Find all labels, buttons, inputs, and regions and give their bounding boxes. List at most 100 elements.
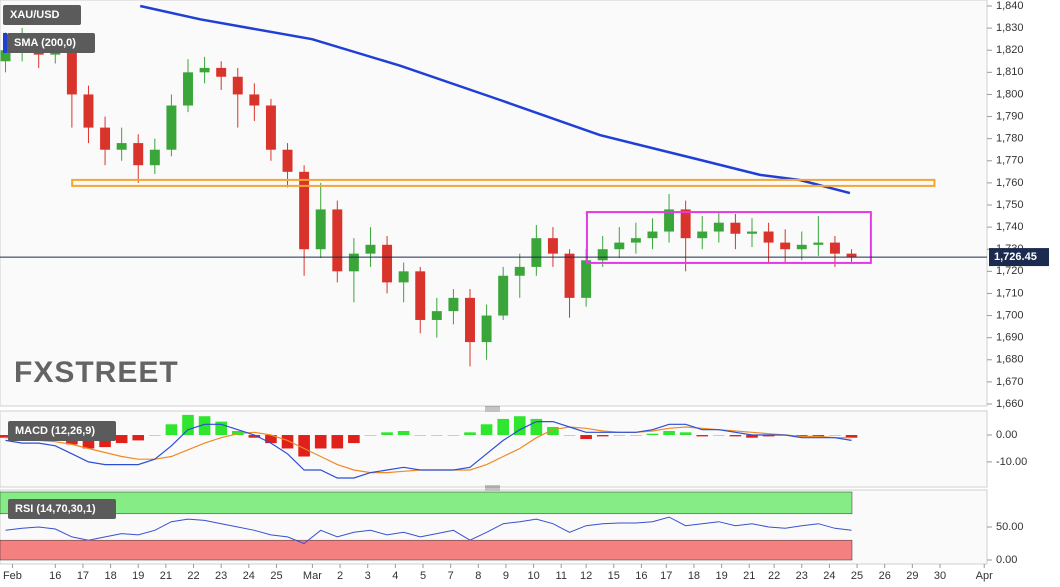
candle-body: [299, 171, 310, 250]
rsi-label-box: [8, 499, 116, 519]
macd-histogram-bar: [331, 435, 344, 449]
macd-histogram-bar: [248, 435, 261, 438]
candle-body: [315, 209, 326, 250]
resize-handles[interactable]: [485, 406, 500, 491]
candle-body: [531, 238, 542, 267]
macd-histogram-bar: [646, 433, 659, 436]
candle-body: [514, 266, 525, 276]
candle-body: [83, 94, 94, 128]
sma-label: SMA (200,0): [14, 37, 76, 49]
y-tick-label: 1,660: [996, 398, 1024, 410]
macd-histogram-bar: [231, 431, 244, 436]
candle-body: [348, 253, 359, 272]
y-tick-label: 0.00: [996, 554, 1017, 566]
macd-histogram-bar: [713, 435, 725, 436]
candle-body: [780, 242, 791, 250]
x-tick-label: 10: [527, 570, 539, 582]
candle-body: [747, 231, 757, 234]
y-tick-label: 50.00: [996, 521, 1024, 533]
candle-body: [183, 72, 193, 106]
macd-histogram-bar: [513, 416, 526, 436]
x-tick-label: 22: [187, 570, 199, 582]
x-tick-label: 24: [243, 570, 255, 582]
range-box: [585, 211, 872, 264]
y-tick-label: 1,820: [996, 44, 1024, 56]
macd-histogram-bar: [829, 435, 841, 436]
macd-histogram-bar: [265, 435, 277, 444]
x-tick-label: 25: [270, 570, 282, 582]
candle-body: [265, 105, 276, 150]
x-tick-label: Mar: [303, 570, 322, 582]
x-tick-label: 25: [851, 570, 863, 582]
macd-histogram-bar: [746, 435, 758, 438]
x-tick-label: 23: [215, 570, 227, 582]
macd-histogram-bar: [613, 435, 626, 436]
symbol-label-box: [3, 5, 81, 25]
macd-histogram-bar: [845, 435, 858, 438]
candle-body: [0, 50, 11, 62]
x-tick-label: 4: [392, 570, 398, 582]
x-tick-label: 16: [49, 570, 61, 582]
x-tick-label: 17: [660, 570, 672, 582]
x-tick-label: 11: [556, 570, 567, 582]
resistance-line: [71, 178, 936, 187]
macd-histogram-bar: [696, 435, 709, 437]
macd-histogram-bar: [580, 435, 592, 440]
y-tick-label: 1,700: [996, 309, 1024, 321]
macd-histogram-bar: [729, 435, 742, 437]
watermark: FXSTREET: [14, 356, 179, 389]
macd-histogram-bar: [82, 435, 95, 449]
candle-body: [382, 244, 393, 283]
x-tick-label: 18: [688, 570, 700, 582]
x-tick-label: Apr: [976, 570, 993, 582]
macd-histogram-bar: [165, 424, 178, 436]
macd-histogram-bar: [99, 435, 111, 448]
price-panel: [0, 0, 988, 407]
macd-histogram-bar: [348, 435, 360, 444]
y-tick-label: 1,750: [996, 199, 1024, 211]
candle-body: [282, 149, 293, 172]
macd-histogram-bar: [497, 418, 509, 436]
macd-histogram-bar: [132, 435, 145, 441]
candle-body: [116, 143, 127, 150]
x-tick-label: 12: [580, 570, 592, 582]
x-tick-label: 29: [906, 570, 918, 582]
y-tick-label: 1,780: [996, 133, 1024, 145]
rsi-line: [5, 516, 852, 545]
macd-histogram-bar: [812, 435, 825, 437]
y-tick-label: -10.00: [996, 456, 1027, 468]
candle-body: [232, 76, 243, 95]
candle-body: [133, 143, 144, 166]
y-tick-label: 1,740: [996, 221, 1024, 233]
candle-body: [149, 149, 160, 166]
macd-histogram-bar: [630, 435, 642, 436]
macd-histogram-bar: [480, 424, 493, 436]
macd-histogram-bar: [298, 435, 310, 457]
x-tick-label: 5: [420, 570, 426, 582]
candle-body: [100, 127, 111, 150]
x-tick-label: 24: [823, 570, 835, 582]
overbought-band: [0, 491, 853, 515]
macd-histogram-bar: [563, 435, 576, 436]
x-tick-label: 30: [934, 570, 946, 582]
y-tick-label: 1,770: [996, 155, 1024, 167]
y-tick-label: 1,760: [996, 177, 1024, 189]
y-tick-label: 1,800: [996, 88, 1024, 100]
x-tick-label: 16: [635, 570, 647, 582]
candle-body: [846, 253, 857, 258]
candle-body: [448, 297, 459, 312]
macd-histogram-bar: [762, 435, 775, 437]
candle-body: [630, 238, 641, 243]
sma-swatch: [3, 33, 7, 53]
x-tick-label: 2: [337, 570, 343, 582]
candle-body: [664, 209, 675, 232]
y-tick-label: 1,720: [996, 265, 1024, 277]
y-tick-label: 1,790: [996, 110, 1024, 122]
candle-body: [829, 242, 840, 254]
x-tick-label: 23: [796, 570, 808, 582]
candle-body: [481, 315, 492, 343]
candle-body: [763, 231, 774, 243]
macd-histogram-bar: [364, 435, 377, 436]
macd-histogram-bar: [381, 432, 393, 436]
